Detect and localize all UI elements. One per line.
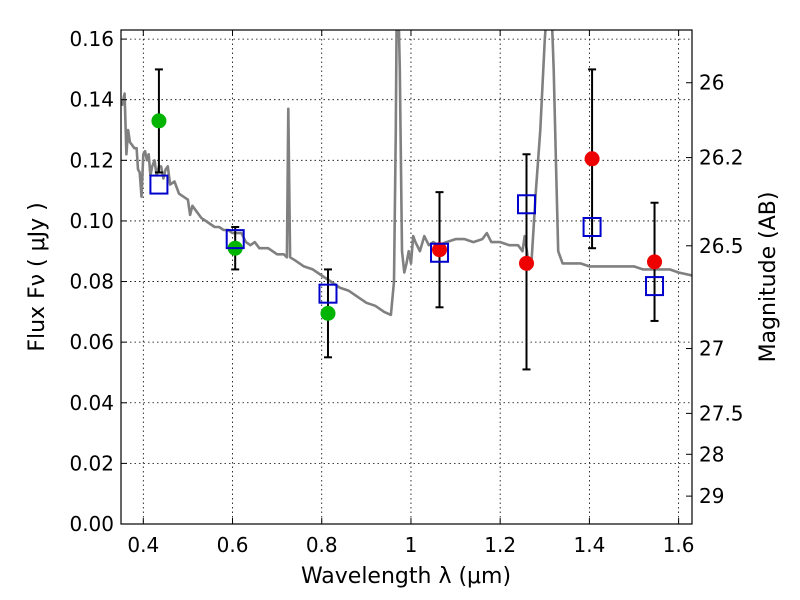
x-axis-label: Wavelength λ (μm) [301, 564, 511, 589]
model-photometry-square [582, 216, 602, 237]
x-tick-label: 0.6 [217, 533, 249, 557]
model-photometry-square [516, 194, 536, 215]
red-data-point [432, 242, 448, 258]
y-tick-label: 0.08 [69, 270, 114, 294]
right-tick-label: 26.2 [699, 146, 744, 170]
y-tick-label: 0.04 [69, 391, 114, 415]
model-photometry-square [318, 283, 338, 304]
y-tick-label: 0.06 [69, 330, 114, 354]
model-photometry-square [149, 174, 169, 195]
grid [121, 30, 692, 525]
y-tick-label: 0.00 [69, 512, 114, 536]
x-tick-label: 1.2 [484, 533, 516, 557]
right-tick-label: 29 [699, 484, 724, 508]
x-tick-label: 1 [405, 533, 418, 557]
y-axis-label: Flux Fν ( μJy ) [25, 202, 50, 351]
model-spectrum [121, 30, 692, 317]
right-tick-label: 27 [699, 337, 724, 361]
y-tick-label: 0.16 [69, 27, 114, 51]
plot-frame [120, 29, 693, 525]
x-tick-label: 1.4 [573, 533, 605, 557]
x-tick-label: 0.8 [306, 533, 338, 557]
y-tick-label: 0.12 [69, 148, 114, 172]
right-axis-label: Magnitude (AB) [756, 192, 781, 363]
data-markers [149, 113, 665, 321]
green-data-point [320, 305, 336, 321]
model-photometry-square [430, 242, 450, 263]
right-tick-label: 28 [699, 442, 724, 466]
red-data-point [518, 255, 534, 271]
red-data-point [647, 254, 663, 270]
right-tick-label: 27.5 [699, 401, 744, 425]
y-tick-label: 0.10 [69, 209, 114, 233]
red-data-point [584, 151, 600, 167]
x-tick-label: 0.4 [127, 533, 159, 557]
spectrum-line [121, 30, 692, 317]
axis-ticks: 0.4 0.6 0.8 1 1.2 1.4 1.6 0.00 0.02 0.04 0.06 0.08 0… [69, 27, 743, 557]
y-tick-label: 0.02 [69, 451, 114, 475]
x-tick-label: 1.6 [663, 533, 695, 557]
model-photometry-square [645, 276, 665, 297]
green-data-point [151, 113, 167, 129]
right-tick-label: 26 [699, 71, 724, 95]
right-tick-label: 26.5 [699, 234, 744, 258]
y-tick-label: 0.14 [69, 88, 114, 112]
model-photometry-square [225, 229, 245, 250]
